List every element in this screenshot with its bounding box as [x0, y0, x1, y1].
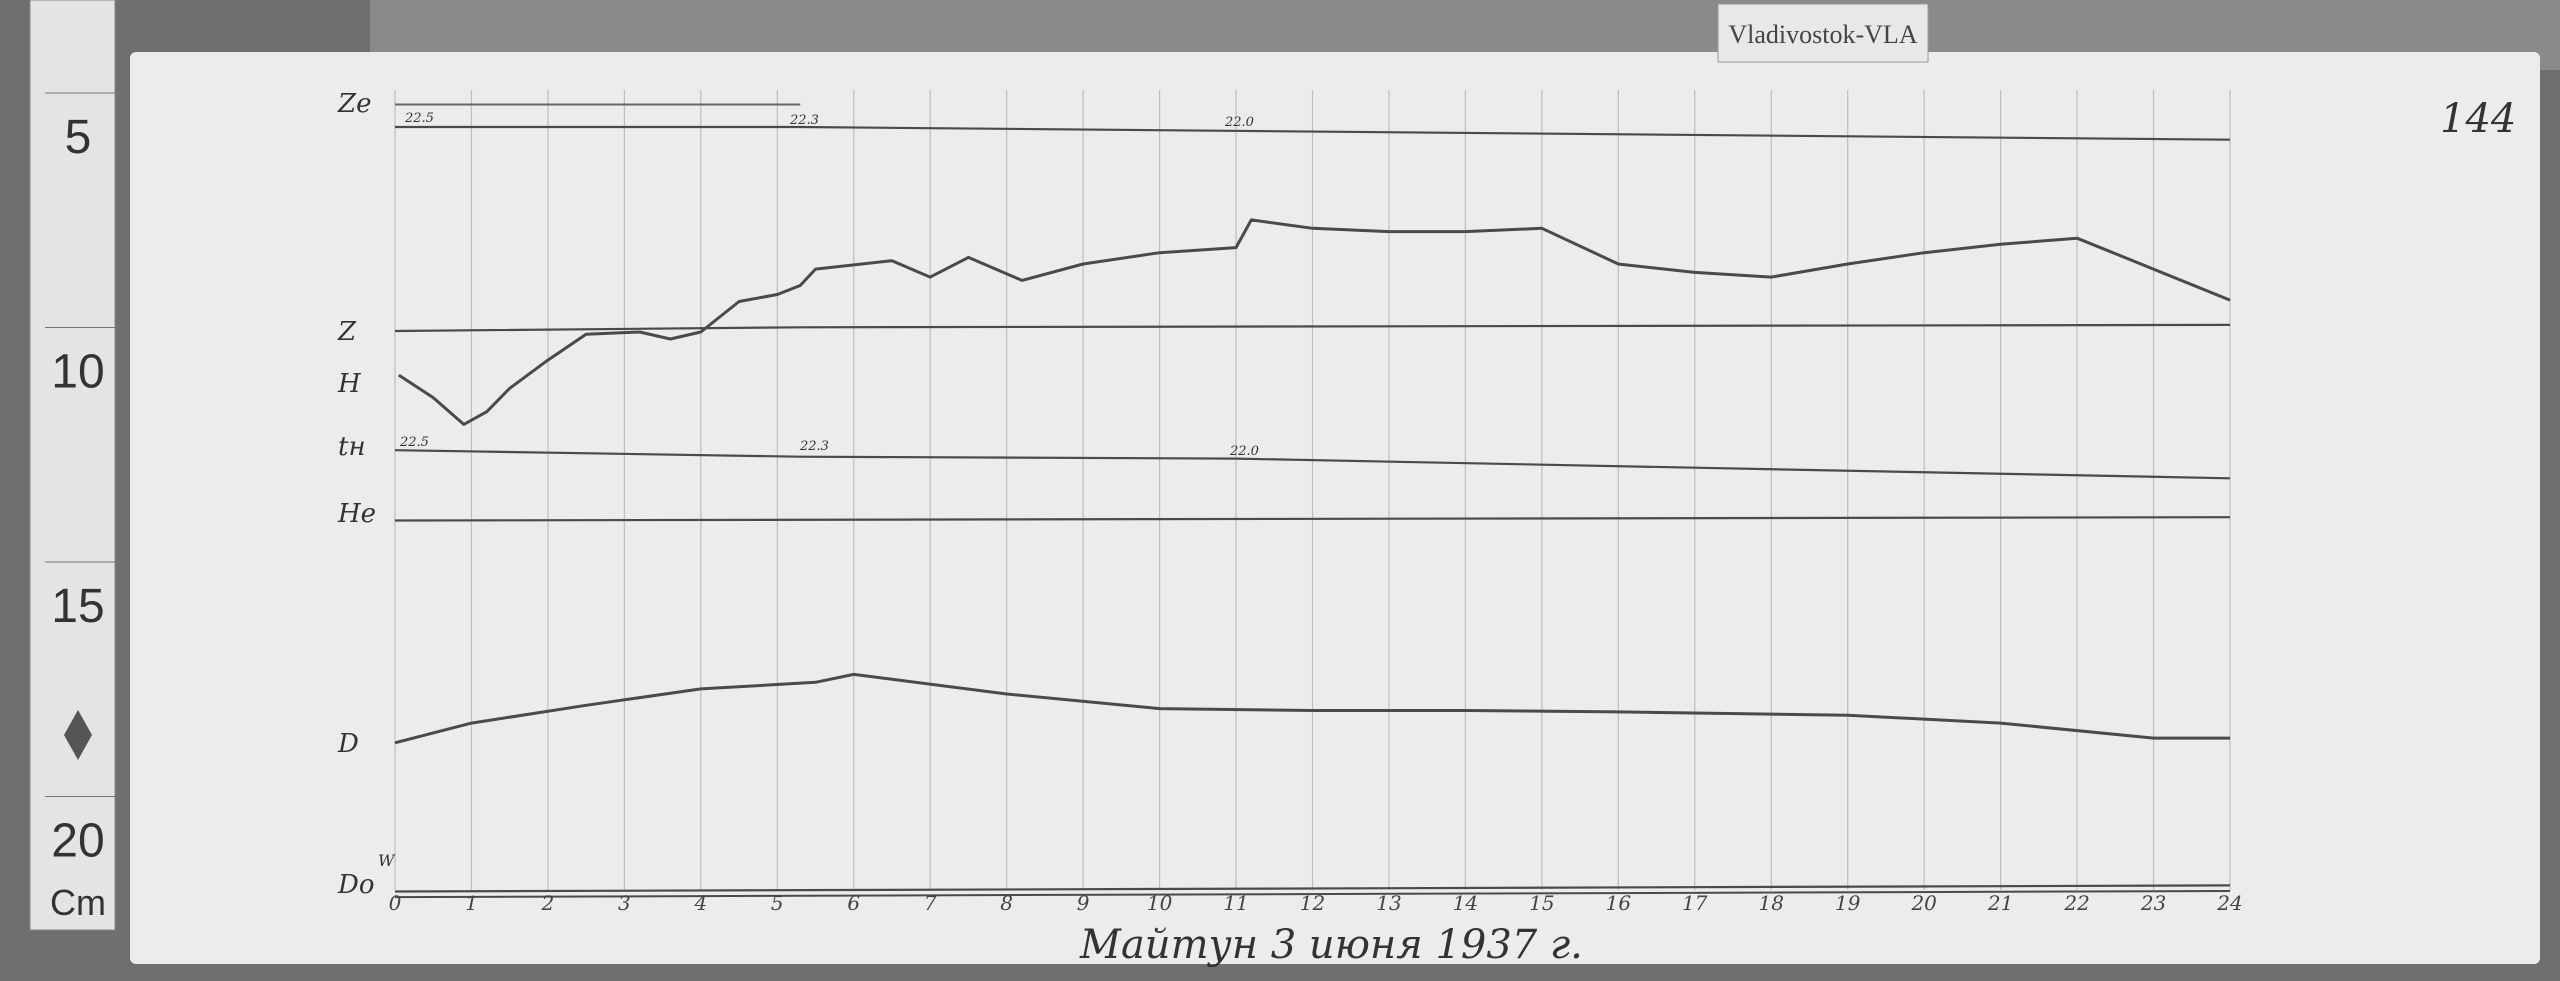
- hour-tick-label: 20: [1910, 891, 1937, 915]
- hour-tick-label: 1: [465, 891, 478, 915]
- temperature-annotation: 22.3: [799, 439, 829, 454]
- hour-tick-label: 14: [1453, 891, 1478, 915]
- hour-tick-label: 22: [2063, 891, 2089, 915]
- hour-tick-label: 15: [1529, 891, 1554, 915]
- label-ze: Ze: [337, 89, 371, 119]
- label-do-sup: W: [378, 851, 396, 870]
- hour-tick-label: 19: [1835, 891, 1861, 915]
- hour-tick-label: 16: [1606, 891, 1632, 915]
- station-card-text: Vladivostok-VLA: [1728, 20, 1917, 49]
- hour-tick-label: 13: [1376, 891, 1401, 915]
- hour-tick-label: 4: [693, 891, 707, 915]
- trace-d: [394, 672, 2230, 745]
- hour-tick-label: 8: [1000, 891, 1013, 915]
- ruler-label: 10: [51, 346, 104, 399]
- temperature-annotation: 22.3: [789, 113, 819, 128]
- trace-do-second: [394, 890, 2231, 899]
- label-d: D: [337, 729, 359, 759]
- station-card: [1717, 3, 1929, 63]
- ruler-diamond-icon: [64, 710, 92, 760]
- hour-tick-label: 3: [618, 891, 631, 915]
- trace-z: [394, 323, 2231, 333]
- ruler-label: 5: [65, 111, 92, 164]
- trace-he: [394, 516, 2231, 522]
- ruler-label: 15: [51, 580, 104, 633]
- label-h: H: [337, 369, 362, 399]
- temperature-annotation: 22.5: [404, 111, 434, 126]
- ruler-label: 20: [51, 815, 104, 868]
- trace-th: [394, 449, 2231, 480]
- sheet-number: 144: [2440, 96, 2516, 142]
- hour-tick-label: 7: [924, 891, 937, 915]
- label-z: Z: [337, 317, 357, 347]
- hour-tick-label: 24: [2216, 891, 2242, 915]
- label-do: Do: [337, 870, 375, 900]
- temperature-annotation: 22.0: [1224, 115, 1254, 130]
- ruler-unit: Cm: [50, 882, 106, 923]
- hour-tick-label: 9: [1077, 891, 1090, 915]
- ruler: [29, 0, 116, 931]
- label-he: Hе: [337, 499, 376, 529]
- hour-tick-label: 12: [1300, 891, 1325, 915]
- hour-tick-label: 6: [847, 891, 860, 915]
- hour-tick-label: 18: [1759, 891, 1784, 915]
- hour-tick-label: 11: [1223, 891, 1248, 915]
- hour-tick-label: 5: [771, 891, 784, 915]
- temperature-annotation: 22.5: [399, 435, 429, 450]
- hour-tick-label: 21: [1987, 891, 2013, 915]
- trace-ze: [395, 125, 2231, 141]
- trace-do: [394, 884, 2231, 893]
- hour-tick-label: 2: [541, 891, 555, 915]
- caption: Майтун 3 июня 1937 г.: [1079, 922, 1583, 968]
- hour-tick-label: 17: [1682, 891, 1708, 915]
- hour-tick-label: 0: [389, 891, 402, 915]
- temperature-annotation: 22.0: [1229, 444, 1259, 459]
- hour-tick-label: 10: [1147, 891, 1173, 915]
- hour-tick-label: 23: [2140, 891, 2166, 915]
- label-th: tн: [338, 432, 366, 462]
- paper-sheet: [130, 52, 2540, 964]
- trace-h: [397, 218, 2231, 426]
